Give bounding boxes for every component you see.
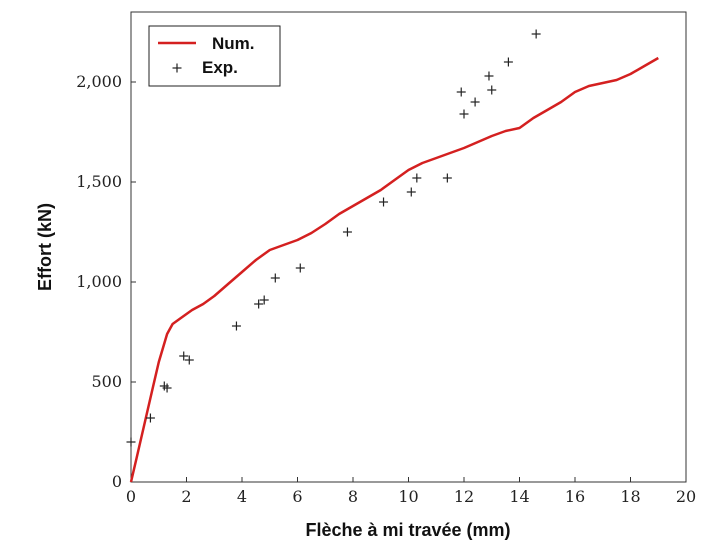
- data-point-exp: [503, 57, 513, 67]
- y-tick-label: 2,000: [76, 72, 122, 91]
- data-point-exp: [254, 299, 264, 309]
- data-point-exp: [184, 355, 194, 365]
- x-tick-label: 18: [620, 487, 640, 506]
- legend: Num. Exp.: [148, 25, 281, 87]
- data-point-exp: [162, 383, 172, 393]
- data-point-exp: [179, 351, 189, 361]
- data-point-exp: [295, 263, 305, 273]
- x-tick-label: 6: [292, 487, 302, 506]
- x-tick-label: 8: [348, 487, 358, 506]
- x-tick-label: 4: [237, 487, 247, 506]
- series-layer: [126, 29, 659, 483]
- legend-label-num: Num.: [212, 34, 255, 53]
- x-tick-label: 0: [126, 487, 136, 506]
- data-point-exp: [487, 85, 497, 95]
- data-point-exp: [379, 197, 389, 207]
- data-point-exp: [342, 227, 352, 237]
- legend-label-exp: Exp.: [202, 58, 238, 77]
- legend-box: [148, 25, 281, 87]
- legend-swatch-exp: [172, 63, 182, 73]
- data-point-exp: [412, 173, 422, 183]
- x-tick-label: 12: [454, 487, 474, 506]
- plot-area-frame: [130, 11, 687, 483]
- data-point-exp: [406, 187, 416, 197]
- series-line-num: [129, 56, 659, 483]
- y-tick-label: 500: [91, 372, 122, 391]
- x-axis-title: Flèche à mi travée (mm): [305, 520, 510, 540]
- data-point-exp: [456, 87, 466, 97]
- data-point-exp: [126, 437, 136, 447]
- data-point-exp: [231, 321, 241, 331]
- y-tick-label: 1,500: [76, 172, 122, 191]
- x-tick-label: 14: [509, 487, 529, 506]
- data-point-exp: [459, 109, 469, 119]
- data-point-exp: [270, 273, 280, 283]
- x-axis: 0 2 4 6 8 10 12 14 16 18 20: [126, 477, 696, 506]
- data-point-exp: [531, 29, 541, 39]
- y-axis: 0 500 1,000 1,500 2,000: [76, 72, 136, 491]
- data-point-exp: [259, 295, 269, 305]
- data-point-exp: [442, 173, 452, 183]
- data-point-exp: [484, 71, 494, 81]
- y-axis-title: Effort (kN): [35, 203, 55, 291]
- data-point-exp: [470, 97, 480, 107]
- y-tick-label: 1,000: [76, 272, 122, 291]
- x-tick-label: 2: [181, 487, 191, 506]
- x-tick-label: 10: [398, 487, 418, 506]
- x-tick-label: 20: [676, 487, 696, 506]
- y-tick-label: 0: [112, 472, 122, 491]
- data-point-exp: [145, 413, 155, 423]
- x-tick-label: 16: [565, 487, 585, 506]
